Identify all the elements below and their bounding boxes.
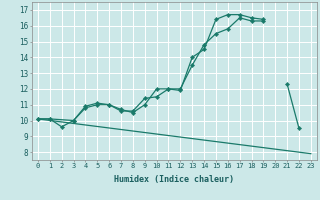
X-axis label: Humidex (Indice chaleur): Humidex (Indice chaleur): [115, 175, 234, 184]
